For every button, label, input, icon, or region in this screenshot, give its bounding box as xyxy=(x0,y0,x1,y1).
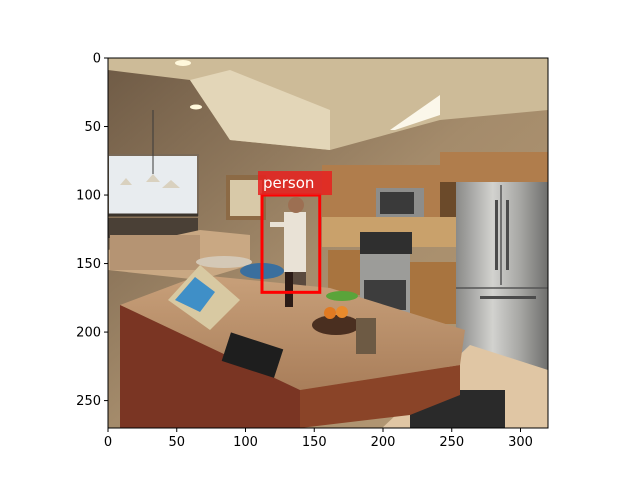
x-tick-label: 100 xyxy=(233,435,258,450)
y-tick-label: 50 xyxy=(84,120,101,135)
x-tick-label: 150 xyxy=(302,435,327,450)
detection-label: person xyxy=(263,174,314,192)
x-tick-label: 0 xyxy=(104,435,112,450)
y-tick-label: 200 xyxy=(76,326,101,341)
x-tick-label: 300 xyxy=(508,435,533,450)
y-tick-label: 150 xyxy=(76,257,101,272)
detection-layer: person xyxy=(258,171,332,294)
x-axis: 0 50 100 150 200 250 300 xyxy=(104,428,533,450)
x-tick-label: 250 xyxy=(439,435,464,450)
x-tick-label: 50 xyxy=(168,435,185,450)
x-tick-label: 200 xyxy=(371,435,396,450)
kitchen-photo xyxy=(108,58,548,428)
y-tick-label: 100 xyxy=(76,189,101,204)
axes-frame xyxy=(107,57,549,429)
detection-label-background xyxy=(258,171,332,196)
y-axis: 0 50 100 150 200 250 xyxy=(76,52,108,409)
y-tick-label: 0 xyxy=(93,52,101,67)
y-tick-label: 250 xyxy=(76,394,101,409)
